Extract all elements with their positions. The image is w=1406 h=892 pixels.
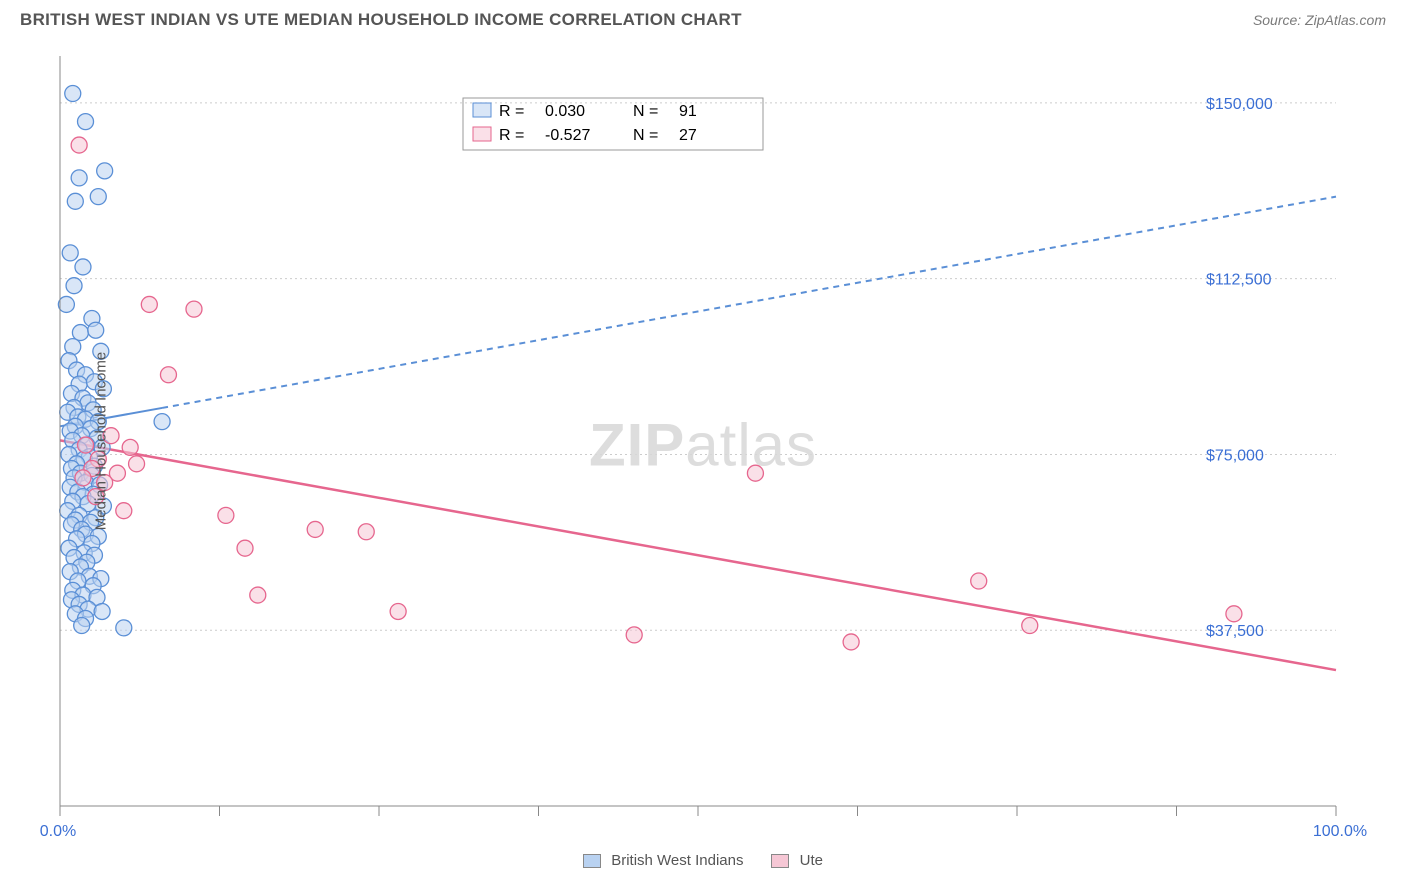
data-point <box>626 627 642 643</box>
data-point <box>65 86 81 102</box>
y-tick-label: $112,500 <box>1206 272 1272 289</box>
data-point <box>218 507 234 523</box>
data-point <box>747 465 763 481</box>
stats-n-label: N = <box>633 103 658 120</box>
legend-item-ute: Ute <box>771 852 823 869</box>
stats-n-value: 91 <box>679 103 697 120</box>
stats-r-label: R = <box>499 127 524 144</box>
bottom-legend: British West Indians Ute <box>0 852 1406 869</box>
correlation-scatter-chart: $37,500 $75,000 $112,500 $150,000 R = 0.030 N … <box>18 36 1388 846</box>
data-point <box>90 189 106 205</box>
data-point <box>390 603 406 619</box>
data-point <box>88 322 104 338</box>
data-point <box>1022 618 1038 634</box>
data-point <box>307 521 323 537</box>
legend-label-ute: Ute <box>800 852 823 869</box>
watermark: ZIPatlas <box>589 411 817 478</box>
data-point <box>186 301 202 317</box>
stats-n-label: N = <box>633 127 658 144</box>
legend-swatch-bwi <box>583 854 601 868</box>
y-tick-label: $150,000 <box>1206 96 1273 113</box>
stats-n-value: 27 <box>679 127 697 144</box>
stats-swatch <box>473 103 491 117</box>
y-tick-label: $75,000 <box>1206 447 1264 464</box>
data-point <box>141 296 157 312</box>
legend-item-bwi: British West Indians <box>583 852 743 869</box>
stats-r-value: -0.527 <box>545 127 590 144</box>
data-point <box>75 470 91 486</box>
data-point <box>78 437 94 453</box>
data-point <box>154 414 170 430</box>
data-point <box>58 296 74 312</box>
data-point <box>971 573 987 589</box>
data-point <box>78 114 94 130</box>
data-point <box>74 618 90 634</box>
stats-r-label: R = <box>499 103 524 120</box>
data-point <box>62 245 78 261</box>
x-tick-label: 0.0% <box>40 823 76 840</box>
stats-r-value: 0.030 <box>545 103 585 120</box>
trend-line-dashed <box>162 197 1336 408</box>
data-point <box>358 524 374 540</box>
data-point <box>67 193 83 209</box>
legend-swatch-ute <box>771 854 789 868</box>
data-point <box>1226 606 1242 622</box>
data-point <box>129 456 145 472</box>
data-point <box>116 620 132 636</box>
stats-swatch <box>473 127 491 141</box>
source-label: Source: ZipAtlas.com <box>1253 12 1386 28</box>
data-point <box>71 137 87 153</box>
y-axis-label: Median Household Income <box>93 352 110 530</box>
data-point <box>122 439 138 455</box>
data-point <box>94 603 110 619</box>
data-point <box>843 634 859 650</box>
x-tick-label: 100.0% <box>1313 823 1367 840</box>
legend-label-bwi: British West Indians <box>611 852 743 869</box>
data-point <box>75 259 91 275</box>
data-point <box>66 278 82 294</box>
page-title: BRITISH WEST INDIAN VS UTE MEDIAN HOUSEH… <box>20 10 742 30</box>
y-tick-label: $37,500 <box>1206 623 1264 640</box>
data-point <box>160 367 176 383</box>
data-point <box>250 587 266 603</box>
data-point <box>71 170 87 186</box>
data-point <box>72 325 88 341</box>
data-point <box>237 540 253 556</box>
data-point <box>116 503 132 519</box>
chart-container: Median Household Income $37,500 $75,000 $1… <box>18 36 1388 846</box>
data-point <box>97 163 113 179</box>
